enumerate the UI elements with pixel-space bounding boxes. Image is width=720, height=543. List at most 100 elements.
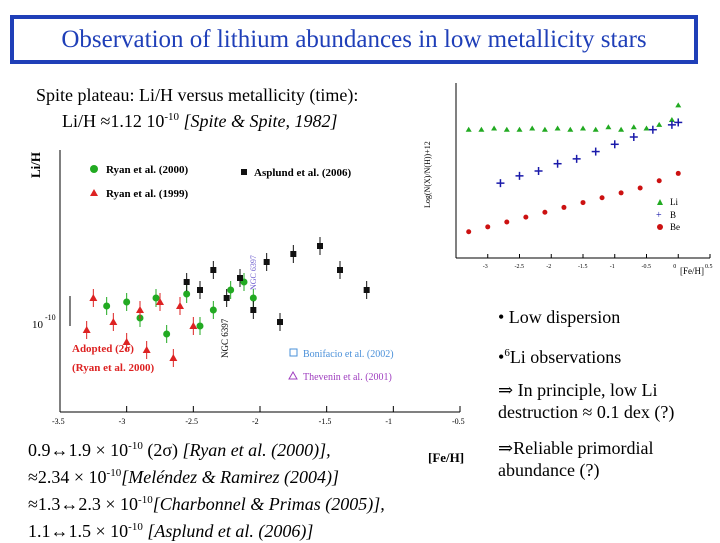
left-point xyxy=(197,287,203,293)
right-point xyxy=(675,102,682,108)
left-xtick-label: -2.5 xyxy=(185,417,198,426)
left-point xyxy=(152,294,160,302)
right-point xyxy=(529,125,536,131)
reference-charbonnel: ≈1.3↔2.3 × 10-10[Charbonnel & Primas (20… xyxy=(28,489,385,516)
bullet-primordial-line2: abundance (?) xyxy=(498,460,600,480)
right-point xyxy=(675,170,681,176)
left-point xyxy=(163,330,171,338)
left-point xyxy=(82,326,91,333)
ref-exp: -10 xyxy=(106,467,122,479)
subtitle-line-2: Li/H ≈1.12 10-10 [Spite & Spite, 1982] xyxy=(36,106,358,132)
bullet-primordial: ⇒Reliable primordial abundance (?) xyxy=(498,437,654,481)
bullet-destruction-line1: ⇒ In principle, low Li xyxy=(498,380,658,400)
right-point xyxy=(637,185,643,191)
left-point xyxy=(183,290,191,298)
left-point xyxy=(223,295,230,301)
reference-melendez: ≈2.34 × 10-10[Meléndez & Ramirez (2004)] xyxy=(28,462,385,489)
bullet-li6-dot: • xyxy=(498,347,505,367)
left-point xyxy=(123,298,131,306)
ref-exp: -10 xyxy=(138,494,153,506)
left-ytick: 10 xyxy=(32,319,44,331)
right-point xyxy=(592,126,599,132)
legend-asplund-marker xyxy=(241,169,247,175)
legend-li-marker xyxy=(657,199,663,205)
bonifacio-label: Bonifacio et al. (2002) xyxy=(303,349,394,360)
ref-source: [Ryan et al. (2000)], xyxy=(182,440,331,460)
right-xtick-label: -3 xyxy=(483,264,488,270)
ref-sigma: (2σ) xyxy=(142,440,183,460)
left-point xyxy=(103,302,111,310)
right-point xyxy=(503,126,510,132)
left-xtick-label: -3.5 xyxy=(52,417,65,426)
right-point xyxy=(485,224,491,230)
subtitle-value: Li/H ≈1.12 10 xyxy=(62,111,165,131)
left-point xyxy=(209,306,217,314)
light-elements-chart: Log(N(X)/N(H))+12 -3 -2.5 -2 -1.5 -1 -0.5 0 0.5… xyxy=(423,83,713,270)
ref-exp: -10 xyxy=(128,440,143,452)
legend-be: Be xyxy=(670,222,680,232)
subtitle-line-1: Spite plateau: Li/H versus metallicity (… xyxy=(36,85,359,105)
ref-value: 1.1↔1.5 × 10 xyxy=(28,521,129,541)
left-point xyxy=(89,294,98,301)
right-point xyxy=(668,117,675,122)
right-point xyxy=(567,126,574,132)
left-point xyxy=(136,306,144,313)
right-xtick-label: 0.5 xyxy=(705,264,713,270)
right-point xyxy=(523,214,529,220)
left-point xyxy=(363,287,370,293)
left-point xyxy=(227,286,235,294)
right-xtick-label: -2 xyxy=(546,264,551,270)
right-xtick-label: -1 xyxy=(610,264,615,270)
left-point xyxy=(183,279,190,285)
left-point xyxy=(317,243,323,249)
left-point xyxy=(237,275,243,281)
left-point xyxy=(210,267,217,273)
bullet-li6-text: Li observations xyxy=(509,347,622,367)
left-xtick-label: -1 xyxy=(385,417,392,426)
legend-li: Li xyxy=(670,197,678,207)
right-xlabel: [Fe/H] xyxy=(680,266,704,276)
subtitle-exponent: -10 xyxy=(164,111,180,123)
adopted-label: Adopted (2σ) xyxy=(72,343,134,355)
left-point xyxy=(337,267,343,273)
right-point xyxy=(605,124,612,130)
references-list: 0.9↔1.9 × 10-10 (2σ) [Ryan et al. (2000)… xyxy=(28,435,385,543)
ref-exp: -10 xyxy=(128,521,143,533)
bonifacio-marker xyxy=(289,348,298,357)
reference-ryan: 0.9↔1.9 × 10-10 (2σ) [Ryan et al. (2000)… xyxy=(28,435,385,462)
bullet-primordial-line1: ⇒Reliable primordial xyxy=(498,438,654,458)
ref-value: ≈1.3↔2.3 × 10 xyxy=(28,494,139,514)
right-point xyxy=(478,126,485,132)
right-point xyxy=(618,126,625,132)
ref-source: [Charbonnel & Primas (2005)], xyxy=(152,494,385,514)
left-xlabel: [Fe/H] xyxy=(428,450,465,465)
bullet-li6-isotope: 6 xyxy=(504,347,510,359)
right-point xyxy=(618,190,624,196)
right-point xyxy=(643,125,650,131)
bullet-destruction-line2: destruction ≈ 0.1 dex (?) xyxy=(498,402,675,422)
legend-ryan2000-marker xyxy=(90,165,98,173)
legend-ryan1999-marker xyxy=(90,189,98,196)
left-point xyxy=(196,322,204,330)
right-xtick-label: 0 xyxy=(673,264,676,270)
right-point xyxy=(580,125,586,131)
legend-asplund: Asplund et al. (2006) xyxy=(254,167,352,179)
thevenin-marker xyxy=(288,370,298,380)
bullet-li6: •6Li observations xyxy=(498,342,621,368)
left-point xyxy=(176,302,184,309)
right-point xyxy=(580,200,586,206)
legend-b: B xyxy=(670,210,676,220)
ref-source: [Asplund et al. (2006)] xyxy=(147,521,314,541)
left-ylabel: Li/H xyxy=(28,152,43,178)
thevenin-label: Thevenin et al. (2001) xyxy=(303,372,392,383)
right-point xyxy=(599,195,605,201)
left-xtick-label: -1.5 xyxy=(319,417,332,426)
right-point xyxy=(561,204,567,210)
reference-asplund: 1.1↔1.5 × 10-10 [Asplund et al. (2006)] xyxy=(28,516,385,543)
ngc-label: NGC 6397 xyxy=(220,318,230,358)
right-ylabel: Log(N(X)/N(H))+12 xyxy=(423,141,432,208)
left-point xyxy=(109,318,118,325)
right-point xyxy=(504,219,510,225)
ref-value: 0.9↔1.9 × 10 xyxy=(28,440,129,460)
bullet-destruction: ⇒ In principle, low Li destruction ≈ 0.1… xyxy=(498,379,674,423)
